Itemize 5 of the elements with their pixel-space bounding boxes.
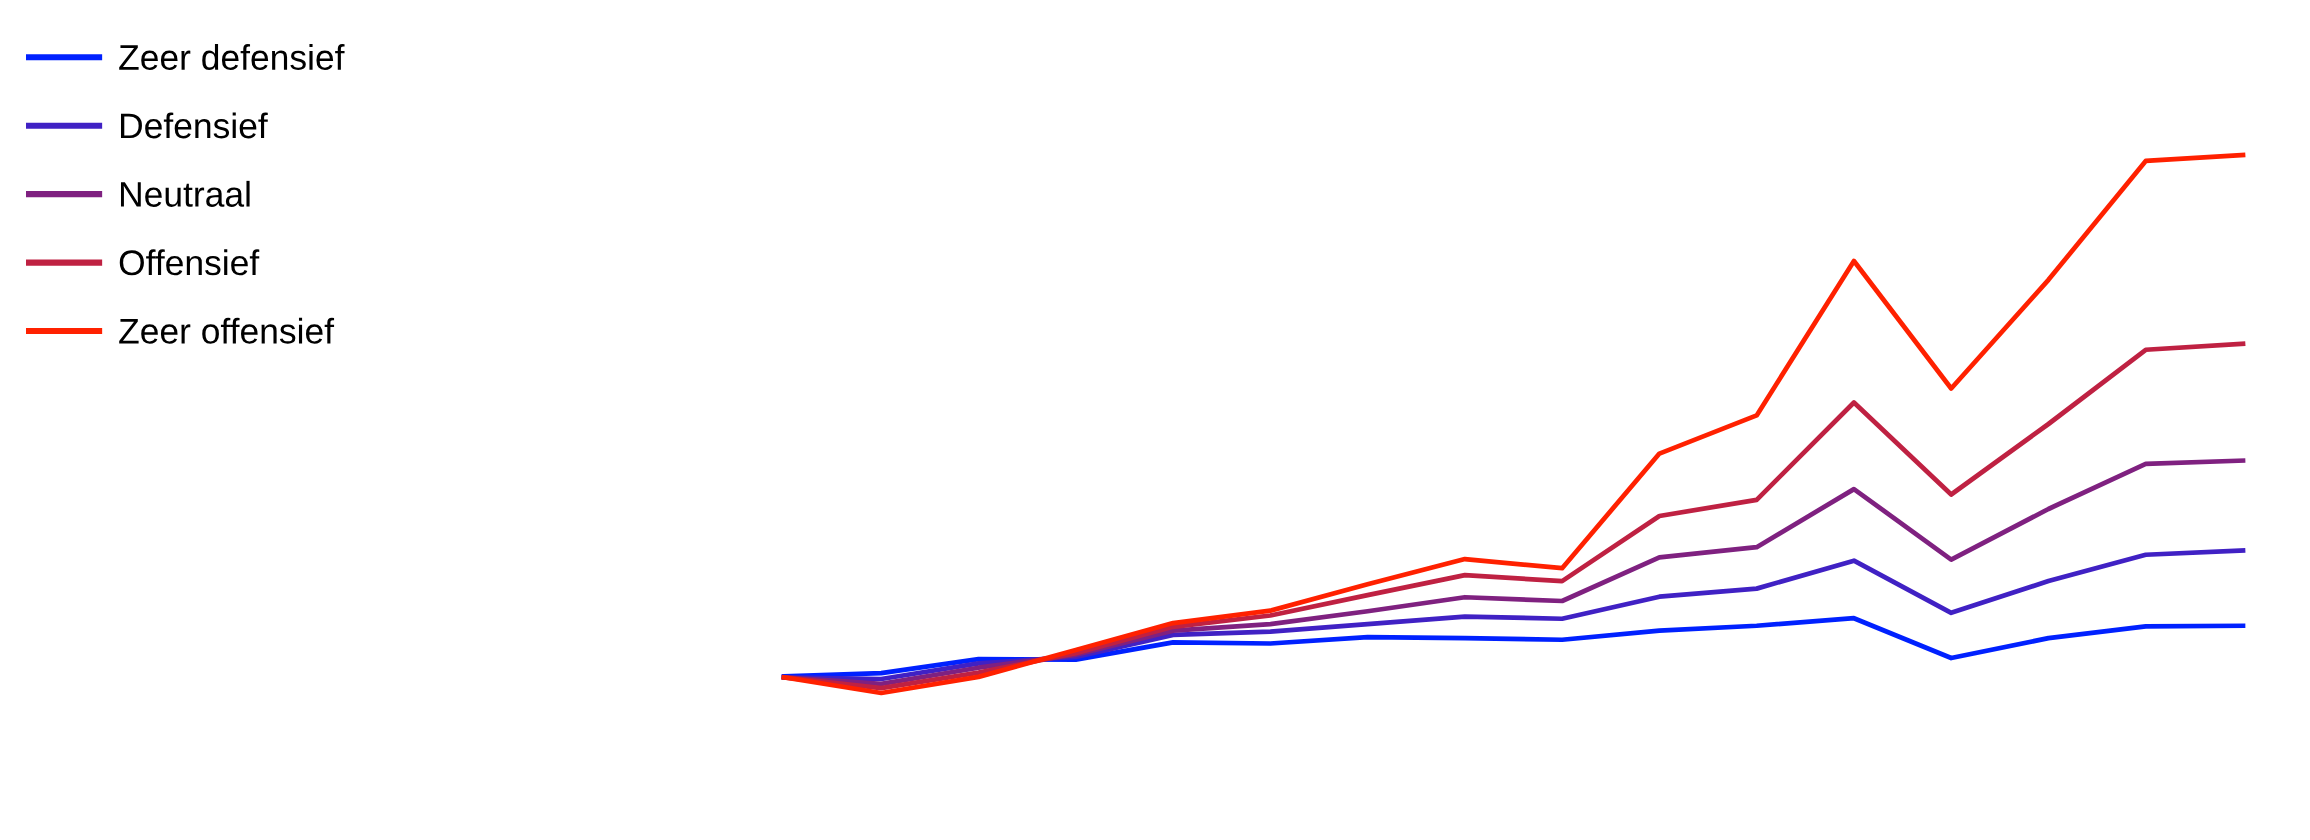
legend-label: Zeer offensief bbox=[119, 317, 335, 344]
legend-label: Neutraal bbox=[120, 180, 250, 207]
legend-label: Zeer defensief bbox=[119, 44, 345, 71]
legend-label: Offensief bbox=[119, 249, 260, 276]
legend-label: Defensief bbox=[120, 112, 268, 139]
